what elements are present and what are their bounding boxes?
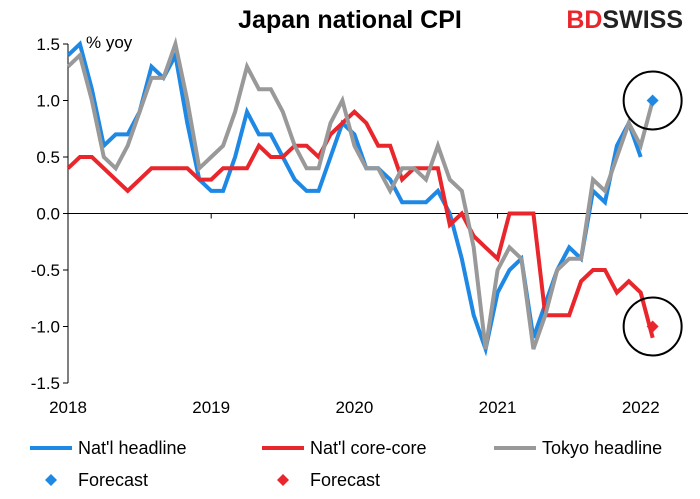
forecast-marker — [646, 320, 659, 333]
legend-swatch — [45, 474, 57, 486]
legend-item: Forecast — [45, 470, 148, 490]
legend-label: Tokyo headline — [542, 438, 662, 458]
forecast-highlight-circle — [622, 70, 683, 131]
svg-text:BDSWISS: BDSWISS — [566, 6, 683, 34]
brand-logo: BDSWISS — [566, 6, 683, 34]
series-line-tokyo-headline — [66, 36, 655, 350]
legend-item: Tokyo headline — [494, 438, 662, 458]
legend-label: Forecast — [310, 470, 380, 490]
series-layer — [66, 36, 655, 357]
brand-logo-swiss: SWISS — [602, 6, 683, 34]
y-tick-label: -0.5 — [31, 261, 60, 280]
legend-label: Forecast — [78, 470, 148, 490]
legend: Nat'l headline Nat'l core-core Tokyo headl… — [30, 438, 662, 490]
y-tick-label: 1.0 — [36, 92, 60, 111]
legend-label: Nat'l core-core — [310, 438, 426, 458]
forecast-marker — [646, 94, 659, 107]
series-line-nat-l-core-core — [66, 109, 655, 339]
y-tick-label: -1.0 — [31, 318, 60, 337]
legend-item: Nat'l core-core — [262, 438, 426, 458]
x-tick-label: 2019 — [192, 398, 230, 417]
legend-item: Forecast — [277, 470, 380, 490]
series-line-nat-l-headline — [66, 40, 643, 357]
forecast-markers — [622, 70, 683, 357]
unit-label: % yoy — [86, 33, 133, 52]
chart-title: Japan national CPI — [238, 6, 462, 34]
legend-item: Nat'l headline — [30, 438, 187, 458]
legend-swatch — [277, 474, 289, 486]
legend-label: Nat'l headline — [78, 438, 187, 458]
brand-logo-bd: BD — [566, 6, 602, 34]
axes: 1.5 1.0 0.5 0.0 -0.5 -1.0 -1.5 2018 2019 2020 2021… — [31, 35, 688, 417]
y-tick-label: 0.5 — [36, 148, 60, 167]
y-tick-label: 1.5 — [36, 35, 60, 54]
y-tick-label: 0.0 — [36, 205, 60, 224]
forecast-highlight-circle — [622, 296, 683, 357]
x-tick-label: 2020 — [335, 398, 373, 417]
x-tick-label: 2018 — [49, 398, 87, 417]
y-tick-label: -1.5 — [31, 374, 60, 393]
x-tick-label: 2021 — [479, 398, 517, 417]
x-tick-label: 2022 — [622, 398, 660, 417]
